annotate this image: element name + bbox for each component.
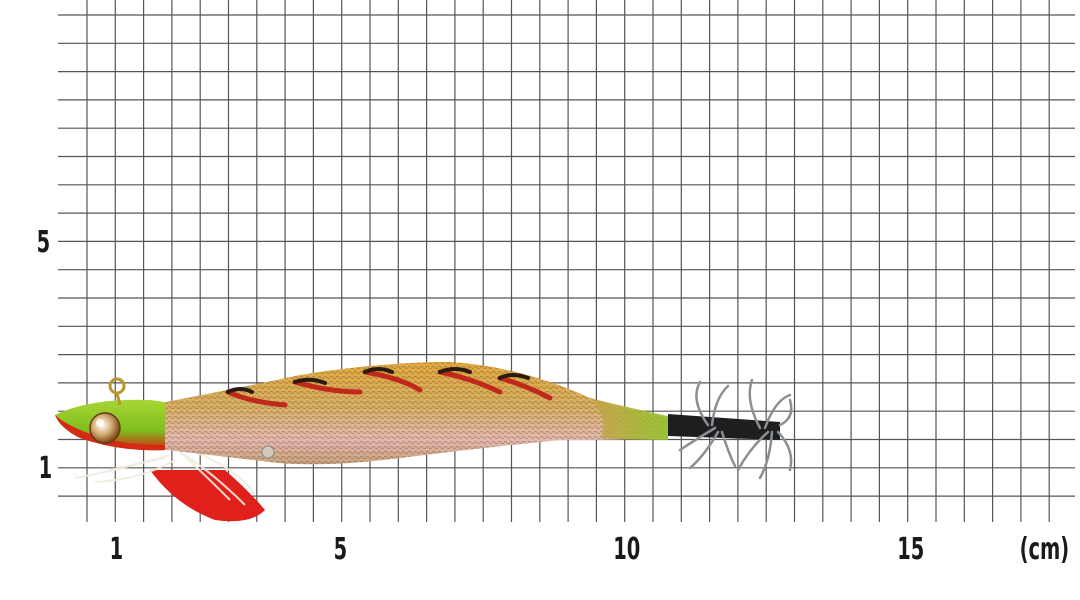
lure-tail [590, 398, 668, 440]
x-tick-label-15: 15 [897, 532, 925, 567]
unit-label: (cm) [1019, 532, 1070, 567]
x-tick-label-10: 10 [613, 532, 641, 567]
y-tick-label-5: 5 [36, 225, 51, 260]
lure-stripes [225, 367, 553, 408]
y-tick-label-1: 1 [38, 451, 53, 486]
squid-jig-lure [55, 362, 793, 522]
lure-line-eye [108, 377, 126, 395]
lure-eye [89, 412, 121, 444]
lure-sinker-fin [150, 470, 265, 522]
lure-bead [261, 445, 275, 459]
x-tick-label-5: 5 [333, 532, 348, 567]
x-tick-label-1: 1 [109, 532, 124, 567]
lure-feathers [74, 449, 256, 506]
lure-rod [668, 414, 780, 440]
lure-hooks [678, 378, 793, 480]
